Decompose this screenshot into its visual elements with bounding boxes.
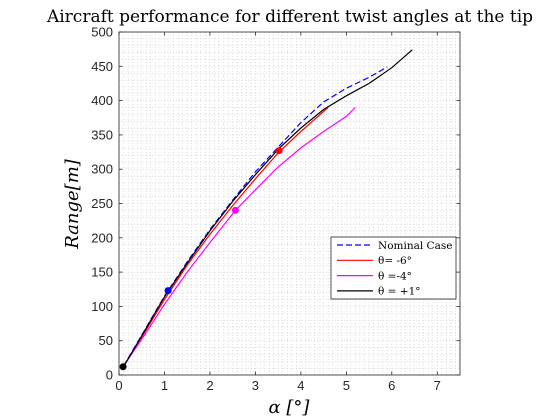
plot-area (119, 32, 460, 375)
y-tick-label: 400 (91, 93, 113, 108)
y-tick-label: 450 (91, 59, 113, 74)
legend: Nominal Case θ= -6° θ =-4° θ = +1° (330, 236, 457, 300)
x-tick-label: 6 (388, 378, 395, 393)
legend-label-2: θ =-4° (378, 270, 412, 282)
legend-box (330, 236, 457, 300)
legend-label-0: Nominal Case (378, 240, 452, 252)
chart-title: Aircraft performance for different twist… (46, 7, 533, 27)
x-tick-label: 7 (434, 378, 441, 393)
y-tick-label: 150 (91, 265, 113, 280)
x-tick-label: 4 (297, 378, 304, 393)
series-line-2 (123, 107, 356, 367)
grid (118, 31, 461, 376)
y-axis-ticks: 0 50 100 150 200 250 300 350 400 450 500 (91, 25, 460, 383)
x-tick-label: 0 (115, 378, 122, 393)
x-axis-ticks: 0 1 2 3 4 5 6 7 (115, 32, 441, 393)
x-tick-label: 3 (252, 378, 259, 393)
y-tick-label: 50 (99, 333, 113, 348)
y-tick-label: 300 (91, 162, 113, 177)
x-axis-label: α [°] (269, 397, 311, 418)
y-tick-label: 100 (91, 299, 113, 314)
series-marker-3 (119, 363, 127, 371)
x-tick-label: 1 (161, 378, 168, 393)
legend-label-1: θ= -6° (378, 255, 412, 267)
x-tick-label: 2 (206, 378, 213, 393)
legend-label-3: θ = +1° (378, 286, 421, 298)
series-marker-2 (231, 206, 239, 214)
extra-marker-0 (164, 287, 172, 295)
y-tick-label: 250 (91, 196, 113, 211)
y-axis-label: Range[m] (62, 158, 83, 250)
series-marker-1 (275, 147, 283, 155)
y-tick-label: 500 (91, 25, 113, 40)
x-tick-label: 5 (343, 378, 350, 393)
series-line-1 (122, 107, 329, 367)
y-tick-label: 350 (91, 127, 113, 142)
y-tick-label: 0 (106, 368, 113, 383)
y-tick-label: 200 (91, 230, 113, 245)
series-markers (119, 147, 283, 371)
